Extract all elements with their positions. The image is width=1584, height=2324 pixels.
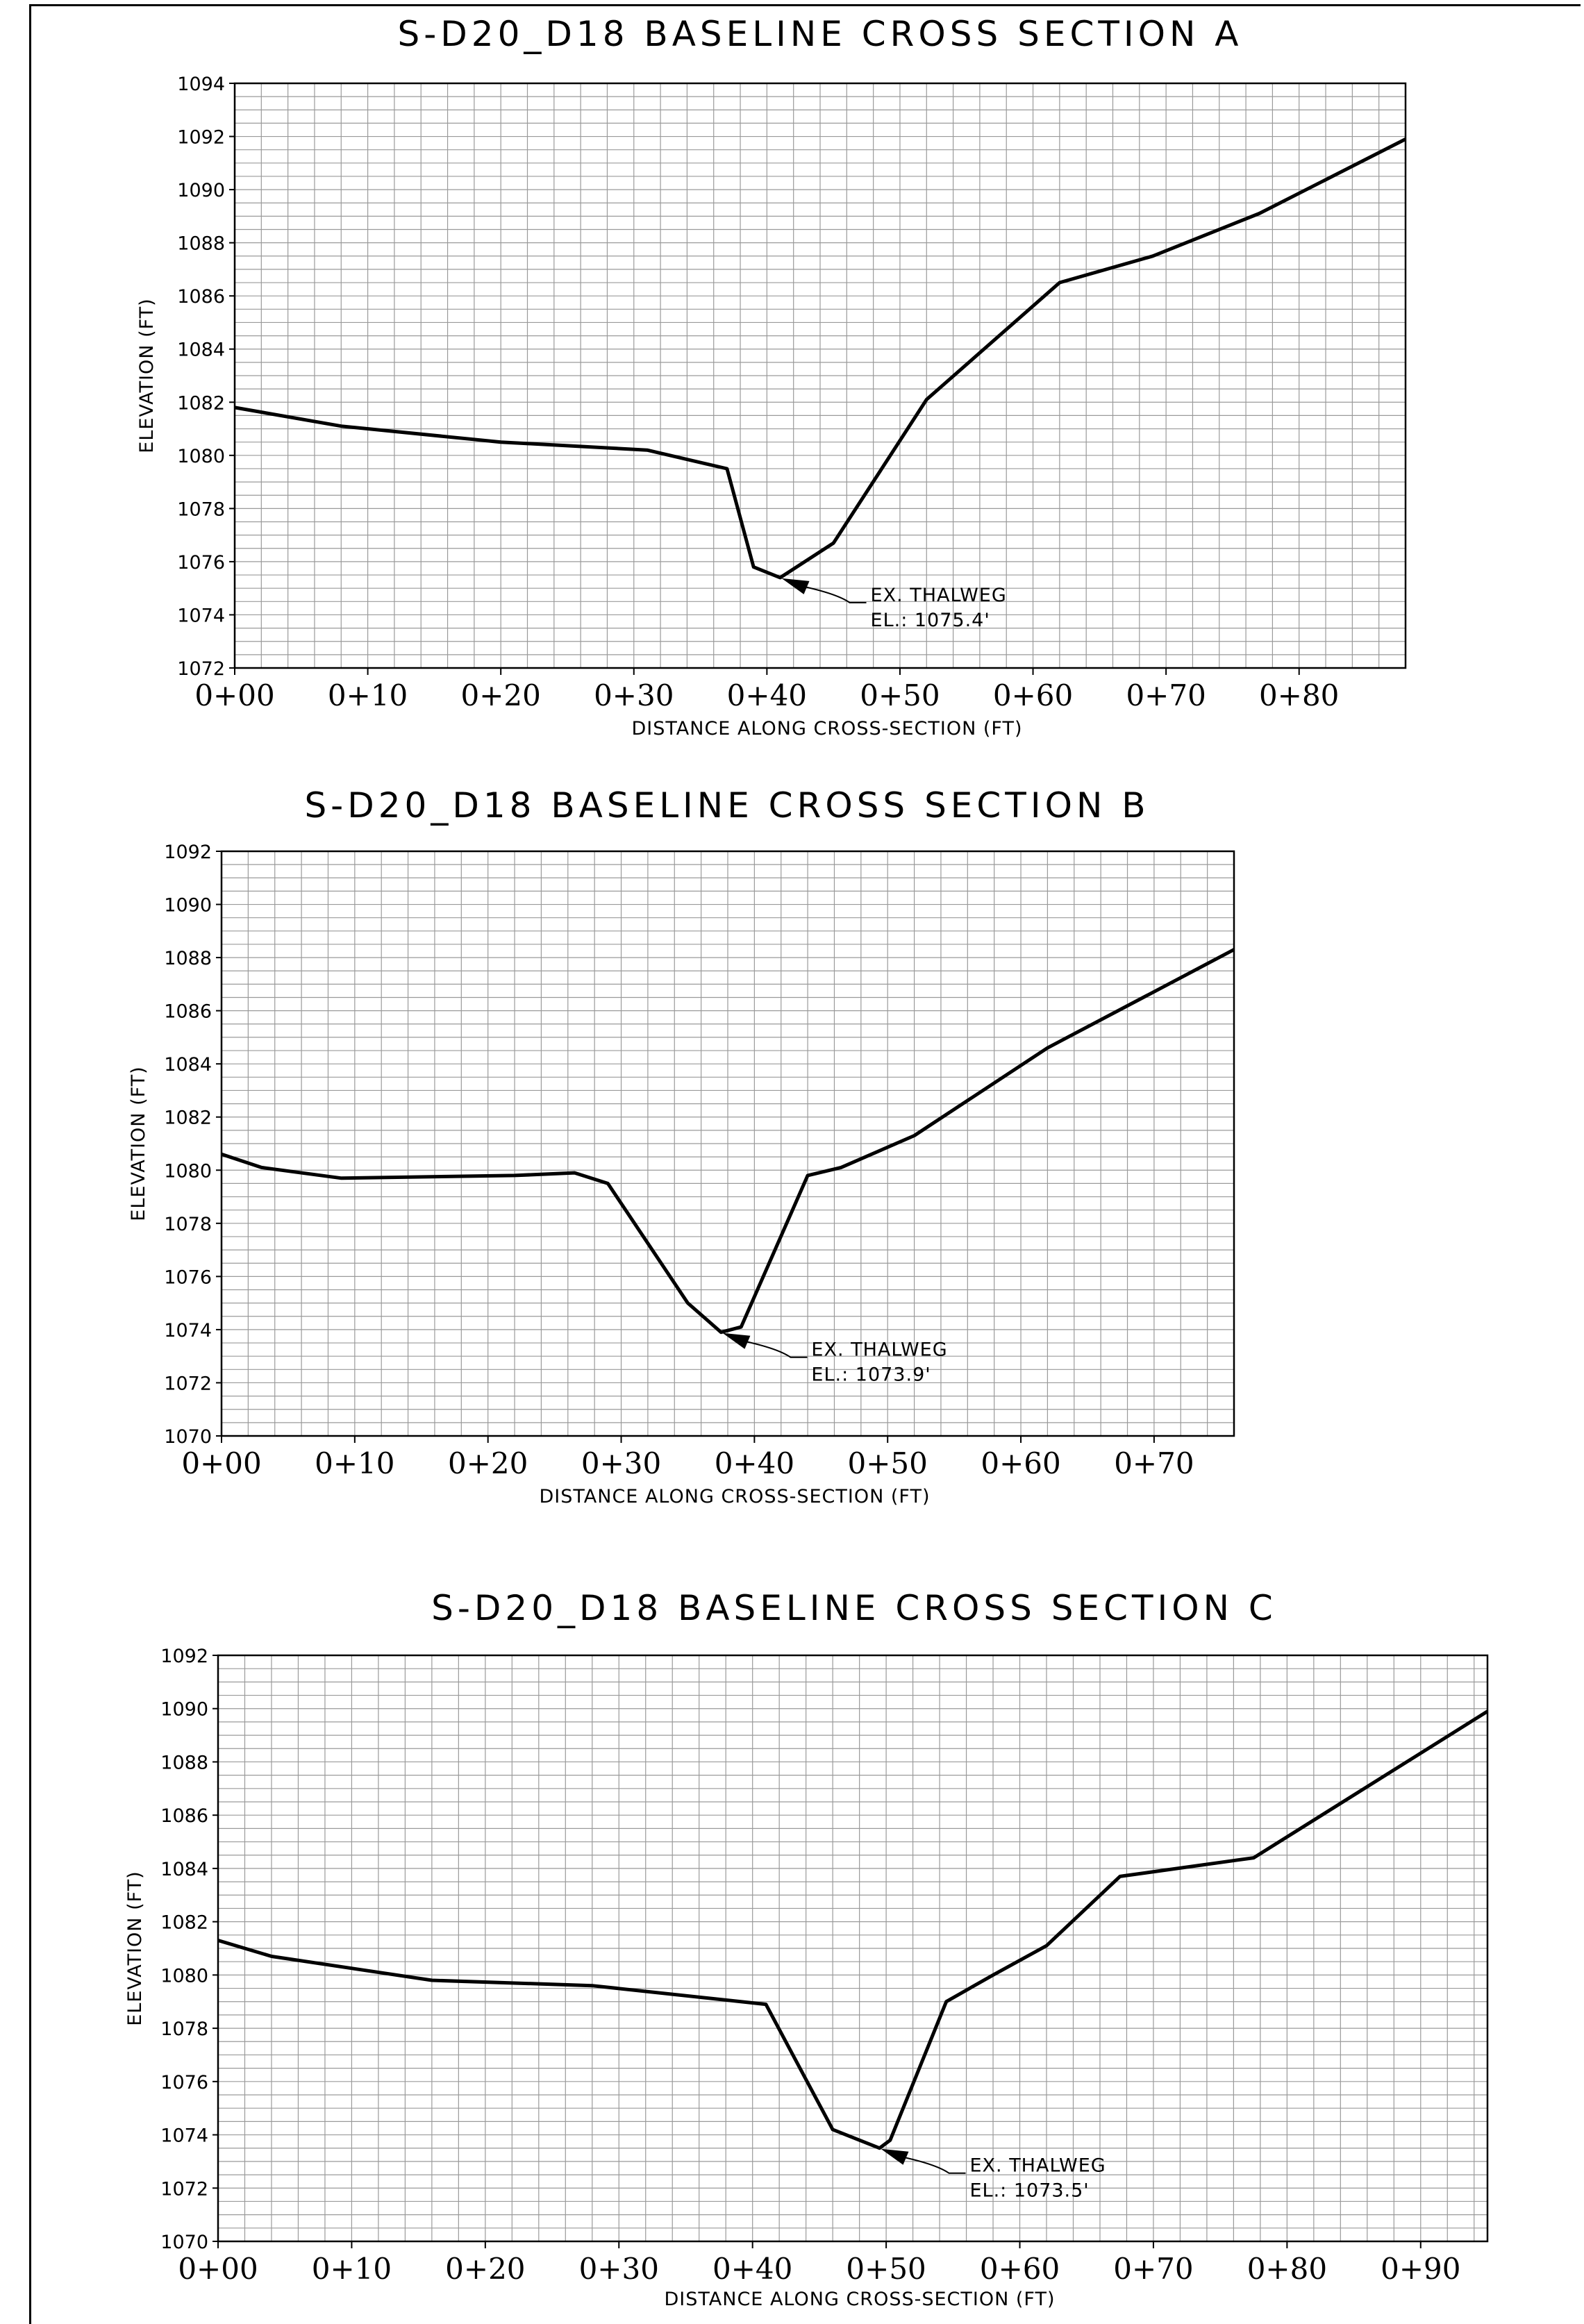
y-tick-label: 1074 [160,2125,208,2147]
sheet-border [29,4,1581,2324]
annotation-line-2: EL.: 1073.9' [811,1364,931,1386]
x-tick-label: 0+60 [993,678,1073,712]
leader-line [794,583,867,603]
x-tick-label: 0+70 [1126,678,1206,712]
x-tick-label: 0+60 [981,1446,1060,1480]
y-tick-label: 1090 [177,180,225,201]
annotation-line-1: EX. THALWEG [969,2155,1106,2177]
x-tick-label: 0+00 [194,678,274,712]
ground-profile-line [221,948,1235,1335]
x-tick-label: 0+40 [712,2252,792,2286]
y-tick-label: 1078 [177,499,225,520]
y-tick-label: 1094 [177,74,225,95]
x-tick-label: 0+80 [1259,678,1339,712]
x-tick-label: 0+10 [328,678,408,712]
y-tick-label: 1092 [177,127,225,149]
y-tick-label: 1086 [177,286,225,308]
y-tick-label: 1078 [160,2018,208,2040]
y-tick-label: 1092 [164,842,212,863]
x-tick-label: 0+30 [594,678,674,712]
y-tick-label: 1070 [160,2232,208,2253]
x-tick-label: 0+50 [848,1446,928,1480]
y-tick-label: 1072 [164,1373,212,1394]
x-tick-label: 0+40 [727,678,807,712]
y-tick-label: 1080 [177,446,225,467]
y-axis-label: ELEVATION (FT) [136,298,158,453]
y-tick-label: 1078 [164,1214,212,1235]
plot-frame [233,82,1407,669]
chart-c: S-D20_D18 BASELINE CROSS SECTION C 1070 10… [124,1588,1489,2310]
y-tick-label: 1088 [164,948,212,969]
y-tick-label: 1082 [160,1912,208,1934]
y-tick-label: 1086 [164,1001,212,1023]
x-tick-label: 0+70 [1113,2252,1193,2286]
x-axis-label: DISTANCE ALONG CROSS-SECTION (FT) [665,2289,1056,2310]
x-tick-label: 0+20 [461,678,541,712]
x-tick-label: 0+10 [315,1446,394,1480]
leader-arrowhead [722,1332,751,1349]
y-tick-label: 1082 [164,1107,212,1129]
y-tick-label: 1076 [164,1267,212,1288]
annotation-line-2: EL.: 1073.5' [969,2180,1089,2202]
x-tick-label: 0+50 [846,2252,926,2286]
grid [234,83,1406,669]
x-tick-label: 0+60 [980,2252,1060,2286]
chart-title: S-D20_D18 BASELINE CROSS SECTION C [431,1588,1277,1628]
grid [217,1655,1487,2242]
x-tick-label: 0+40 [715,1446,794,1480]
y-tick-label: 1088 [160,1752,208,1773]
x-tick-label: 0+00 [181,1446,261,1480]
chart-title: S-D20_D18 BASELINE CROSS SECTION B [304,785,1149,826]
x-tick-label: 0+50 [860,678,940,712]
x-tick-label: 0+00 [178,2252,258,2286]
leader-line [735,1338,808,1358]
leader-arrowhead [781,578,810,594]
x-tick-label: 0+70 [1114,1446,1194,1480]
annotation-line-1: EX. THALWEG [871,585,1007,606]
x-axis-label: DISTANCE ALONG CROSS-SECTION (FT) [540,1486,931,1507]
y-tick-label: 1074 [164,1320,212,1341]
x-tick-label: 0+20 [445,2252,525,2286]
chart-a: S-D20_D18 BASELINE CROSS SECTION A 1072 10… [136,14,1407,739]
y-tick-label: 1090 [164,895,212,917]
y-tick-label: 1074 [177,605,225,626]
x-tick-label: 0+90 [1381,2252,1460,2286]
y-axis-label: ELEVATION (FT) [124,1871,146,2025]
y-tick-label: 1084 [160,1859,208,1880]
y-axis-label: ELEVATION (FT) [128,1066,149,1221]
leader-arrowhead [881,2148,909,2165]
y-tick-label: 1088 [177,233,225,255]
x-tick-label: 0+30 [579,2252,659,2286]
y-tick-label: 1072 [160,2178,208,2200]
x-tick-label: 0+30 [581,1446,661,1480]
y-tick-label: 1080 [160,1965,208,1987]
y-tick-label: 1070 [164,1426,212,1448]
y-tick-label: 1086 [160,1805,208,1827]
x-tick-label: 0+20 [448,1446,528,1480]
y-tick-label: 1080 [164,1160,212,1182]
x-axis-label: DISTANCE ALONG CROSS-SECTION (FT) [632,718,1023,739]
y-tick-label: 1076 [177,552,225,574]
grid [221,851,1235,1437]
y-tick-label: 1084 [177,340,225,361]
annotation-line-1: EX. THALWEG [811,1339,947,1361]
chart-b: S-D20_D18 BASELINE CROSS SECTION B 1070 10… [128,785,1235,1507]
x-tick-label: 0+10 [312,2252,392,2286]
y-tick-label: 1092 [160,1646,208,1667]
y-tick-label: 1072 [177,658,225,680]
y-tick-label: 1076 [160,2072,208,2093]
plot-frame [220,850,1235,1437]
chart-title: S-D20_D18 BASELINE CROSS SECTION A [397,14,1242,54]
ground-profile-line [217,1709,1489,2150]
y-tick-label: 1082 [177,392,225,414]
y-tick-label: 1090 [160,1699,208,1721]
leader-line [893,2154,966,2174]
annotation-line-2: EL.: 1075.4' [871,610,990,631]
x-tick-label: 0+80 [1247,2252,1327,2286]
y-tick-label: 1084 [164,1054,212,1076]
plot-frame [217,1654,1489,2243]
